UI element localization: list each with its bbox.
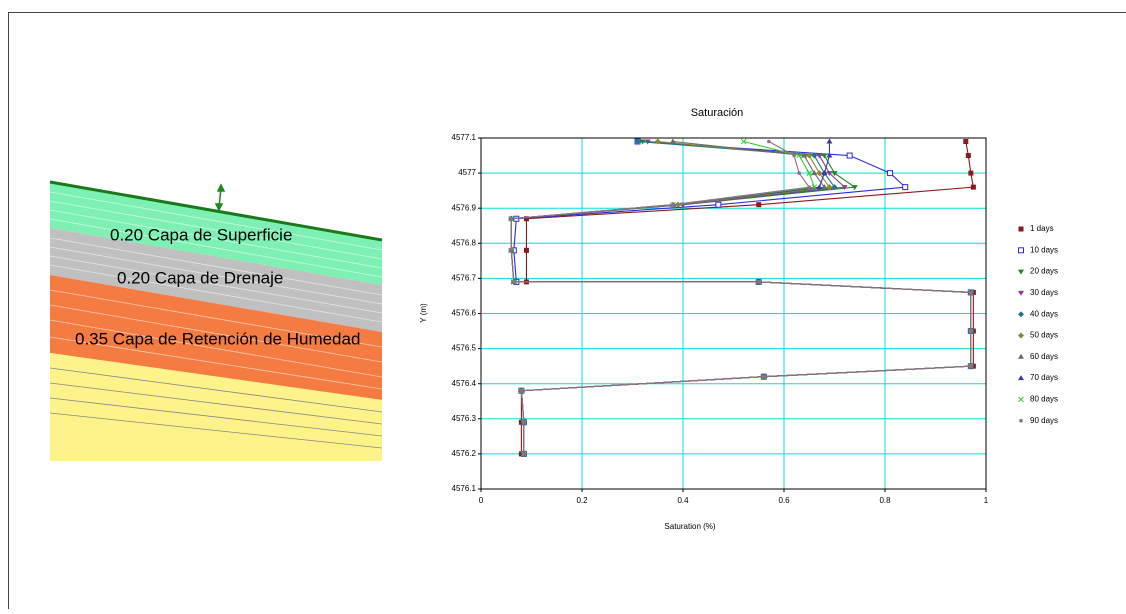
chart-title: Saturación <box>691 107 744 119</box>
y-tick-label: 4576.5 <box>452 344 477 353</box>
soil-diagram: 0.20 Capa de Superficie 0.20 Capa de Dre… <box>50 182 382 461</box>
y-tick-label: 4576.3 <box>452 414 477 423</box>
marker <box>888 171 893 176</box>
y-tick-label: 4576.6 <box>452 309 477 318</box>
x-tick-label: 0 <box>479 496 484 505</box>
legend-label: 80 days <box>1030 395 1058 404</box>
legend-label: 10 days <box>1030 245 1058 254</box>
legend-marker <box>1018 311 1024 317</box>
legend-label: 50 days <box>1030 331 1058 340</box>
x-tick-label: 0.2 <box>576 496 588 505</box>
legend-marker <box>1018 270 1024 275</box>
legend-label: 60 days <box>1030 352 1058 361</box>
marker <box>522 421 526 425</box>
legend-label: 30 days <box>1030 288 1058 297</box>
legend-marker <box>1019 248 1024 253</box>
marker <box>510 217 514 221</box>
marker <box>966 153 971 158</box>
y-tick-label: 4577 <box>458 168 476 177</box>
legend-label: 20 days <box>1030 267 1058 276</box>
marker <box>792 154 796 158</box>
marker <box>512 280 516 284</box>
y-tick-label: 4576.1 <box>452 484 477 493</box>
legend-marker <box>1019 397 1024 402</box>
legend-marker <box>1019 419 1023 423</box>
chart: 4576.1 4576.2 4576.3 4576.4 4576.5 4576.6 4576… <box>452 133 1059 505</box>
x-tick-label: 1 <box>984 496 989 505</box>
marker <box>963 139 968 144</box>
marker <box>762 375 766 379</box>
marker <box>847 153 852 158</box>
slope-arrow <box>216 185 224 210</box>
y-tick-label: 4576.7 <box>452 274 477 283</box>
legend-marker <box>1019 227 1024 232</box>
layer-label: 0.20 Capa de Superficie <box>110 225 292 244</box>
x-tick-label: 0.6 <box>778 496 790 505</box>
marker <box>968 171 973 176</box>
legend-label: 70 days <box>1030 373 1058 382</box>
marker <box>716 202 721 207</box>
legend-label: 40 days <box>1030 309 1058 318</box>
marker <box>971 185 976 190</box>
x-tick-label: 0.4 <box>677 496 689 505</box>
marker <box>969 291 973 295</box>
y-tick-label: 4576.4 <box>452 379 477 388</box>
legend-marker <box>1018 354 1024 359</box>
x-tick-label: 0.8 <box>879 496 891 505</box>
marker <box>520 389 524 393</box>
marker <box>756 202 761 207</box>
legend-marker <box>1018 375 1024 380</box>
y-axis-label: Y (m) <box>419 303 428 323</box>
legend-label: 90 days <box>1030 416 1058 425</box>
marker <box>797 171 801 175</box>
y-tick-label: 4576.9 <box>452 203 477 212</box>
legend-label: 1 days <box>1030 224 1054 233</box>
y-tick-label: 4576.2 <box>452 449 477 458</box>
marker <box>969 364 973 368</box>
marker <box>522 452 526 456</box>
layer-label: 0.20 Capa de Drenaje <box>117 268 283 287</box>
marker <box>510 249 514 253</box>
marker <box>757 280 761 284</box>
marker <box>524 248 529 253</box>
x-axis-label: Saturation (%) <box>664 522 715 531</box>
layer-label: 0.35 Capa de Retención de Humedad <box>75 329 360 348</box>
marker <box>807 185 811 189</box>
marker <box>671 203 675 207</box>
marker <box>969 329 973 333</box>
legend-marker <box>1018 333 1024 339</box>
y-tick-label: 4576.8 <box>452 238 477 247</box>
marker <box>903 185 908 190</box>
marker <box>767 140 771 144</box>
y-tick-label: 4577.1 <box>452 133 477 142</box>
legend-marker <box>1018 291 1024 296</box>
